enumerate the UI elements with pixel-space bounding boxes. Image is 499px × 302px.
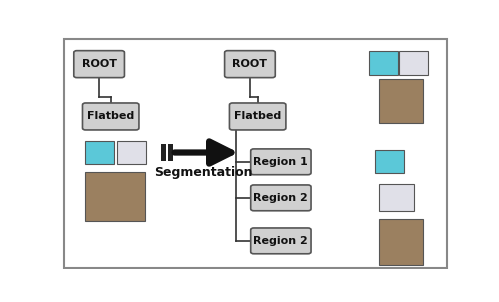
Text: ROOT: ROOT [233, 59, 267, 69]
FancyBboxPatch shape [225, 51, 275, 78]
Bar [375, 150, 404, 173]
Text: Flatbed: Flatbed [234, 111, 281, 121]
Bar [168, 144, 173, 161]
Text: Flatbed: Flatbed [87, 111, 134, 121]
FancyBboxPatch shape [230, 103, 286, 130]
Bar [379, 219, 423, 265]
Text: ROOT: ROOT [82, 59, 117, 69]
Text: Region 2: Region 2 [253, 236, 308, 246]
Bar [369, 51, 398, 75]
Text: Region 2: Region 2 [253, 193, 308, 203]
FancyBboxPatch shape [250, 228, 311, 254]
Text: Region 1: Region 1 [253, 157, 308, 167]
Text: Segmentation: Segmentation [154, 166, 253, 179]
Bar [379, 185, 414, 211]
Bar [161, 144, 166, 161]
FancyBboxPatch shape [82, 103, 139, 130]
Bar [117, 141, 146, 164]
Bar [85, 141, 114, 164]
Bar [379, 79, 423, 124]
FancyBboxPatch shape [74, 51, 124, 78]
Bar [399, 51, 428, 75]
FancyBboxPatch shape [250, 185, 311, 211]
Bar [85, 172, 145, 221]
FancyBboxPatch shape [250, 149, 311, 175]
